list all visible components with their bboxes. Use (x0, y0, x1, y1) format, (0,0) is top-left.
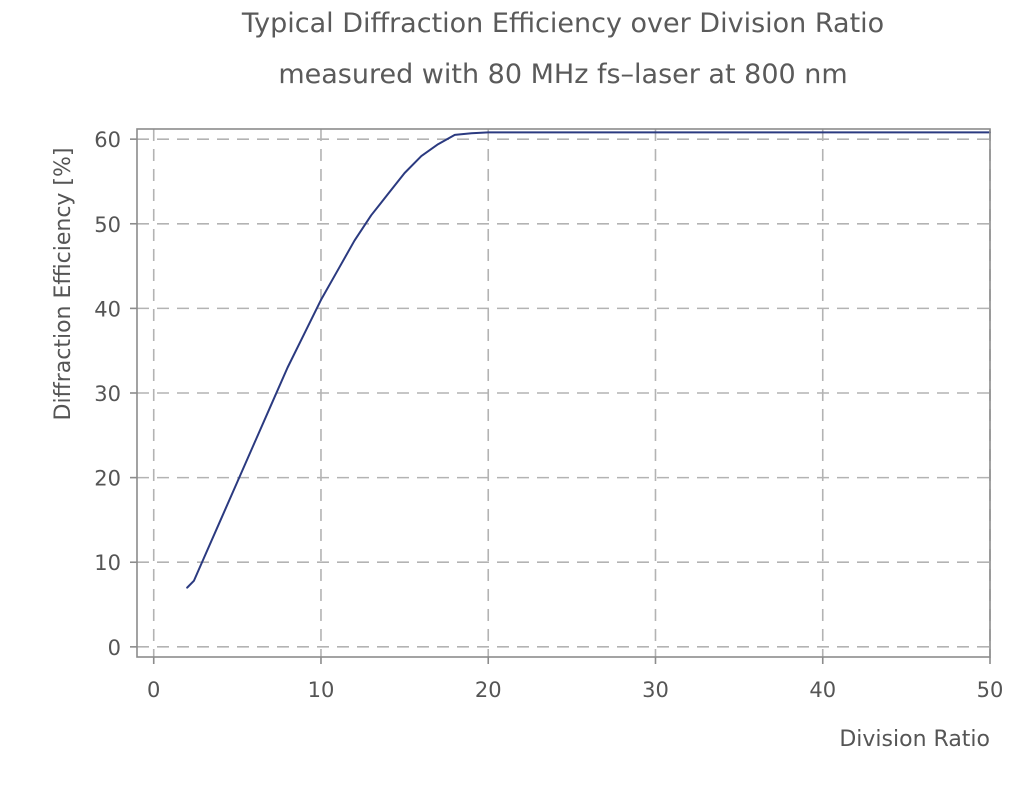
x-tick-labels: 0 10 20 30 40 50 (147, 678, 1003, 702)
y-tick-label: 0 (108, 636, 121, 660)
gridlines (137, 129, 991, 657)
y-tick-label: 20 (94, 467, 121, 491)
x-tick-label: 10 (308, 678, 335, 702)
x-axis-label: Division Ratio (839, 727, 990, 752)
chart-title: Typical Diffraction Efficiency over Divi… (241, 8, 884, 39)
x-tick-label: 50 (977, 678, 1004, 702)
chart-subtitle: measured with 80 MHz fs–laser at 800 nm (278, 59, 847, 90)
series-layer (186, 131, 991, 589)
x-tick-label: 20 (475, 678, 502, 702)
y-tick-labels: 0 10 20 30 40 50 60 (94, 128, 121, 660)
x-tick-label: 0 (147, 678, 160, 702)
tick-marks (130, 138, 991, 664)
y-tick-label: 60 (94, 128, 121, 152)
x-tick-label: 40 (809, 678, 836, 702)
y-tick-label: 30 (94, 382, 121, 406)
y-tick-label: 40 (94, 297, 121, 321)
y-tick-label: 10 (94, 551, 121, 575)
series-line-1 (186, 131, 991, 589)
y-tick-label: 50 (94, 213, 121, 237)
y-axis-label: Diffraction Efficiency [%] (51, 147, 76, 420)
x-tick-label: 30 (642, 678, 669, 702)
